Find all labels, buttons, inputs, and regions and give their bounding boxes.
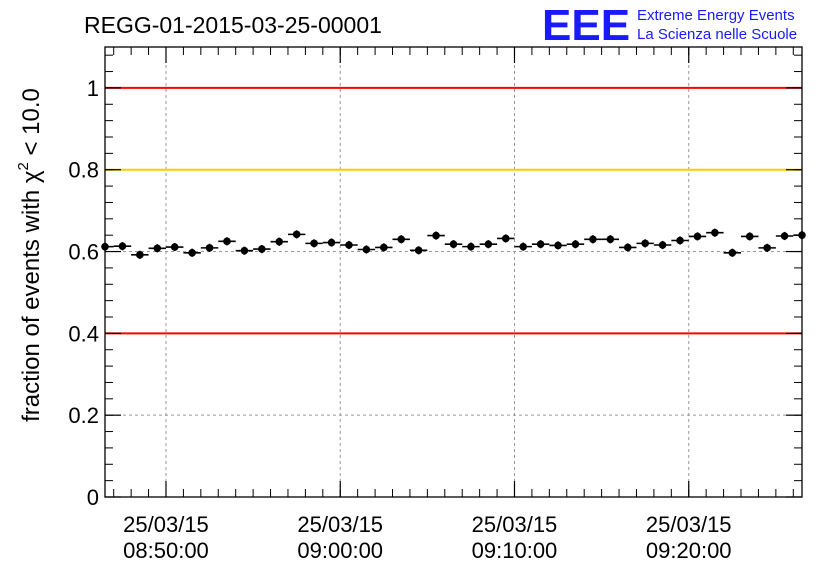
data-point: [676, 236, 684, 245]
data-point: [223, 237, 231, 246]
data-point: [519, 242, 527, 251]
data-point: [467, 242, 475, 251]
y-axis-label-superscript: 2: [15, 162, 32, 170]
x-tick-label-time: 08:50:00: [123, 538, 209, 563]
y-axis-label-tail: < 10.0: [18, 88, 45, 162]
data-point: [153, 244, 162, 253]
data-point: [623, 243, 632, 252]
logo-text: EEE: [542, 1, 630, 50]
data-point: [258, 245, 266, 253]
data-point: [345, 241, 353, 249]
data-point: [118, 242, 127, 251]
data-point: [449, 240, 458, 248]
y-tick-label: 0.8: [68, 158, 99, 183]
y-tick-label: 0.2: [68, 403, 99, 428]
data-point: [310, 239, 318, 248]
x-tick-label-time: 09:20:00: [646, 538, 732, 563]
y-axis-label: fraction of events with χ2 < 10.0: [15, 88, 45, 422]
data-point: [641, 239, 649, 248]
y-tick-label: 0: [87, 485, 99, 510]
data-point: [728, 248, 737, 257]
x-tick-label-date: 25/03/15: [646, 512, 732, 537]
y-tick-label: 1: [87, 76, 99, 101]
y-tick-label: 0.6: [68, 240, 99, 265]
data-point: [188, 248, 196, 257]
data-point: [780, 232, 789, 240]
chart-title: REGG-01-2015-03-25-00001: [84, 12, 382, 38]
x-tick-label-date: 25/03/15: [472, 512, 558, 537]
y-tick-label: 0.4: [68, 321, 99, 346]
data-point: [240, 246, 249, 255]
logo: EEE Extreme Energy Events La Scienza nel…: [542, 1, 797, 50]
data-point: [763, 244, 771, 252]
data-point: [745, 232, 754, 241]
data-point: [501, 234, 510, 243]
data-point: [292, 230, 301, 239]
data-point: [101, 242, 109, 251]
x-tick-label-date: 25/03/15: [123, 512, 209, 537]
data-point: [554, 241, 562, 250]
x-tick-label-date: 25/03/15: [297, 512, 383, 537]
y-axis-label-main: fraction of events with χ: [18, 170, 45, 422]
x-tick-label-time: 09:10:00: [472, 538, 558, 563]
data-point: [362, 245, 371, 254]
data-point: [327, 238, 336, 247]
logo-line-1: Extreme Energy Events: [637, 7, 795, 24]
data-point: [397, 235, 406, 244]
data-point: [711, 228, 719, 237]
data-point: [589, 235, 597, 244]
data-point: [432, 231, 440, 240]
data-point: [571, 240, 580, 248]
data-point: [536, 240, 545, 248]
data-point: [658, 241, 667, 249]
data-point: [798, 231, 806, 239]
logo-line-2: La Scienza nelle Scuole: [637, 26, 797, 43]
data-point: [170, 243, 179, 251]
plot-frame: [104, 46, 803, 498]
data-point: [606, 235, 615, 244]
plot-area: 00.20.40.60.8125/03/1508:50:0025/03/1509…: [68, 46, 806, 563]
data-point: [693, 232, 702, 241]
data-point: [136, 251, 144, 259]
data-point: [484, 240, 493, 248]
data-point: [414, 246, 423, 255]
x-tick-label-time: 09:00:00: [297, 538, 383, 563]
data-point: [380, 243, 388, 252]
data-point: [275, 237, 284, 246]
data-point: [205, 244, 214, 252]
